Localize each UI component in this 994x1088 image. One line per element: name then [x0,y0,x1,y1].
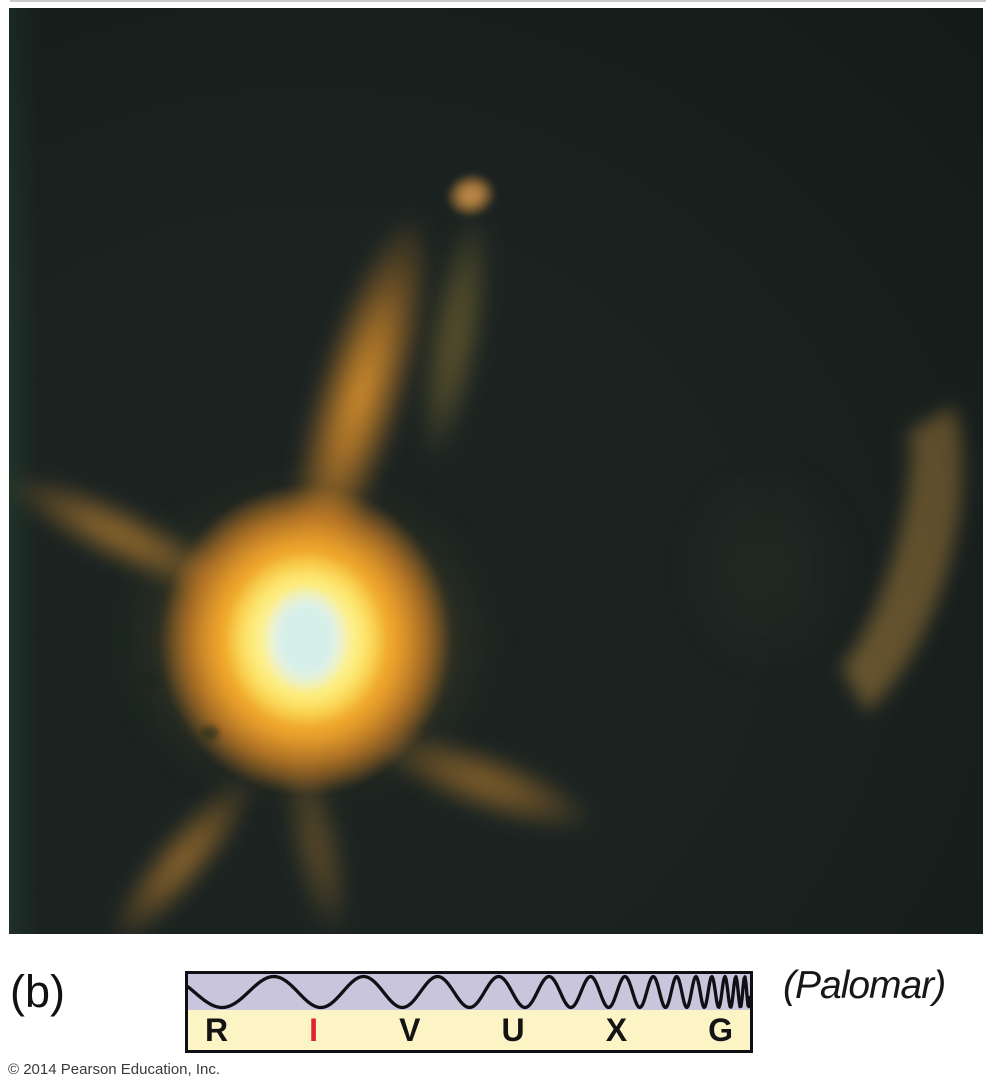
letter-band: R I V U X G [188,1010,750,1050]
band-letter-x: X [605,1012,628,1048]
photo-vignette [9,8,983,934]
wave-band [188,974,750,1010]
wavelength-spectrum-bar: R I V U X G [185,971,753,1053]
band-letter-r: R [205,1012,229,1048]
copyright-notice: © 2014 Pearson Education, Inc. [8,1061,221,1078]
page-top-border [10,0,986,2]
chirp-wave-icon [188,974,750,1010]
panel-label: (b) [10,966,65,1017]
band-letter-v: V [399,1012,421,1048]
band-letter-i: I [309,1012,319,1048]
wavelength-wave-path [188,974,750,1010]
band-letter-u: U [501,1012,525,1048]
observatory-credit: (Palomar) [783,964,946,1007]
band-letter-g: G [708,1012,733,1048]
astronomical-photo [9,8,983,934]
